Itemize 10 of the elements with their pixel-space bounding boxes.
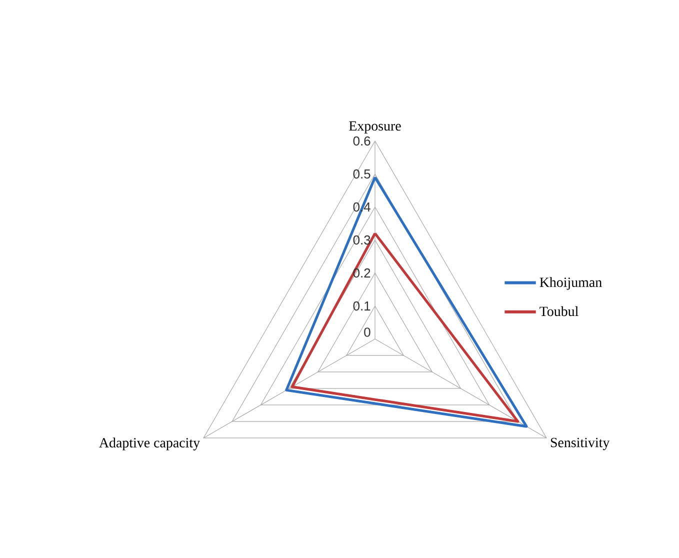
y-tick-label: 0.1 <box>353 301 370 311</box>
spoke-label: Adaptive capacity <box>99 438 200 450</box>
y-tick-label: 0.6 <box>353 136 370 146</box>
legend-label: Khoijuman <box>540 277 602 290</box>
legend-label: Toubul <box>540 306 578 316</box>
y-tick-label: 0.5 <box>353 169 370 179</box>
y-tick-label: 0 <box>364 328 370 337</box>
spoke-label: Exposure <box>349 121 401 134</box>
spoke-label: Sensitivity <box>550 438 610 450</box>
y-tick-label: 0.3 <box>353 235 370 245</box>
